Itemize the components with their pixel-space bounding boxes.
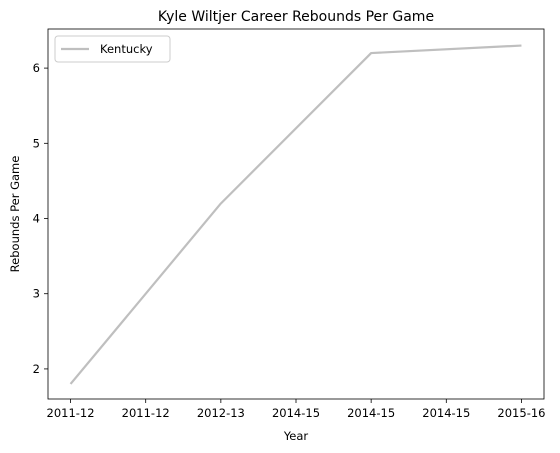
x-tick-label: 2011-12 [47,406,95,420]
y-tick-label: 2 [33,362,40,376]
x-tick-label: 2015-16 [497,406,545,420]
x-tick-label: 2011-12 [122,406,170,420]
y-tick-label: 4 [33,212,40,226]
x-tick-label: 2012-13 [197,406,245,420]
series-line-0 [69,44,522,385]
series-layer [69,44,522,385]
x-axis: 2011-12 2011-12 2012-13 2014-15 2014-15 2014-… [47,399,545,420]
y-tick-label: 3 [33,287,40,301]
y-axis: 2 3 4 5 6 [33,61,48,376]
legend-label: Kentucky [100,42,153,56]
x-tick-label: 2014-15 [422,406,470,420]
y-axis-label: Rebounds Per Game [8,156,22,273]
legend-box [54,35,171,63]
chart-title: Kyle Wiltjer Career Rebounds Per Game [158,9,434,25]
plot-area [47,28,545,400]
x-tick-label: 2014-15 [347,406,395,420]
legend: Kentucky [54,35,171,63]
x-tick-label: 2014-15 [272,406,320,420]
y-tick-label: 5 [33,136,40,150]
y-tick-label: 6 [33,61,40,75]
plot-frame [47,28,545,400]
x-axis-label: Year [283,429,309,443]
